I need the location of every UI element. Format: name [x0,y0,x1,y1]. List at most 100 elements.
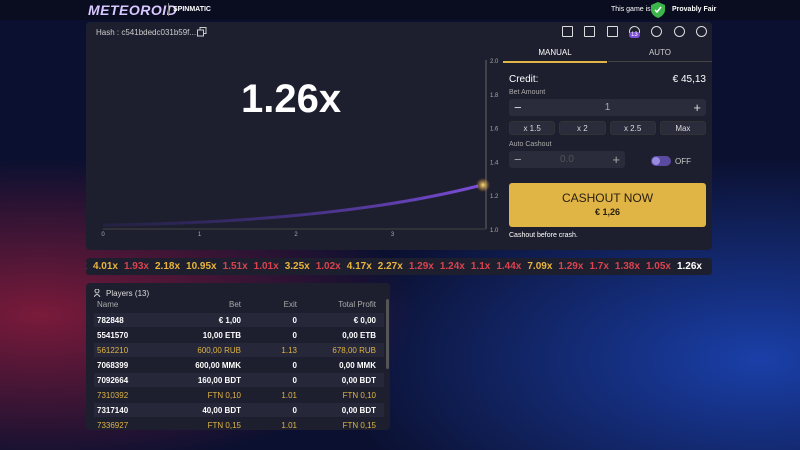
history-item: 7.09x [527,261,553,272]
bet-label: Bet Amount [509,89,546,96]
players-badge: 13 [629,32,640,38]
column-header: Name [97,299,119,309]
auto-label: Auto Cashout [509,141,552,148]
player-row: 5612210 600,00 RUB 1.13 678,00 RUB [94,343,384,357]
player-cell: 0 [292,405,297,415]
quick-button[interactable]: Max [659,121,706,135]
history-item: 1.26x [676,261,702,272]
player-cell: 40,00 BDT [202,405,241,415]
player-cell: 0 [292,375,297,385]
fair-label[interactable]: Provably Fair [672,6,717,13]
player-cell: 7092664 [97,375,129,385]
credit-value: € 45,13 [672,74,706,85]
players-icon [94,289,101,297]
history-item: 2.27x [377,261,403,272]
history-item: 1.51x [222,261,248,272]
cashout-button[interactable]: CASHOUT NOW € 1,26 [509,183,706,227]
bet-value: 1 [604,102,611,113]
sound-icon[interactable] [584,26,596,37]
brand: SPINMATIC [173,6,211,13]
player-cell: 7068399 [97,360,129,370]
history-item: 1.01x [253,261,279,272]
quick-button[interactable]: x 2 [559,121,606,135]
tab[interactable]: AUTO [608,48,712,62]
player-cell: € 0,00 [353,315,376,325]
player-cell: 7310392 [97,390,129,400]
player-cell: FTN 0,10 [342,390,376,400]
player-cell: 600,00 MMK [195,360,241,370]
copy-icon[interactable] [197,27,207,37]
y-tick-label: 1.4 [490,160,499,166]
toggle[interactable] [651,156,671,166]
minus[interactable]: − [514,100,522,115]
bet-panel: MANUAL AUTO Credit: € 45,13 Bet Amount 1 … [503,22,712,250]
players-title: Players (13) [106,289,150,298]
player-cell: 7336927 [97,420,129,430]
history-item: 1.24x [439,261,465,272]
player-cell: 0,00 ETB [342,330,376,340]
player-cell: FTN 0,15 [342,420,376,430]
cashout-amount: € 1,26 [594,207,621,217]
minus[interactable]: − [514,152,522,167]
player-cell: 1.13 [281,345,297,355]
history-item: 1.29x [408,261,434,272]
player-cell: FTN 0,10 [207,390,241,400]
toolbar [562,26,707,40]
history-item: 1.7x [589,261,609,272]
player-row: 5541570 10,00 ETB 0 0,00 ETB [94,328,384,342]
scrollbar[interactable] [386,299,389,369]
player-row: 7336927 FTN 0,15 1.01 FTN 0,15 [94,418,384,430]
plus[interactable]: + [693,100,701,115]
history-item: 2.18x [155,261,181,272]
y-tick-label: 1.2 [490,194,499,200]
history-item: 1.05x [645,261,671,272]
player-cell: 782848 [97,315,124,325]
player-row: 7310392 FTN 0,10 1.01 FTN 0,10 [94,388,384,402]
fair-text: This game is [611,6,651,13]
player-row: 7092664 160,00 BDT 0 0,00 BDT [94,373,384,387]
history-item: 1.44x [496,261,522,272]
plus[interactable]: + [612,152,620,167]
history-item: 1.02x [315,261,341,272]
history-icon[interactable] [651,26,663,37]
y-tick-label: 1.6 [490,127,499,133]
player-cell: 5612210 [97,345,129,355]
auto-input[interactable]: 0.0 − + [509,151,625,168]
player-cell: 0 [292,360,297,370]
fullscreen-icon[interactable] [606,26,618,37]
player-cell: 0,00 MMK [339,360,376,370]
player-cell: € 1,00 [218,315,241,325]
quick-button[interactable]: x 2.5 [609,121,656,135]
player-cell: 0 [292,315,297,325]
info-icon[interactable] [695,26,707,37]
home-icon[interactable] [562,26,573,37]
tab[interactable]: MANUAL [503,48,607,63]
x-tick-label: 0 [101,232,105,238]
column-header: Total Profit [338,299,376,309]
player-cell: 160,00 BDT [197,375,241,385]
player-cell: 600,00 RUB [197,345,241,355]
hash: Hash : c541bdedc031b59f... [96,28,197,37]
rocket [476,178,490,192]
history: 1.01x1.8x4.01x1.93x2.18x10.95x1.51x1.01x… [86,258,712,275]
player-row: 782848 € 1,00 0 € 0,00 [94,313,384,327]
y-tick-label: 2.0 [490,59,499,65]
x-tick-label: 2 [294,232,298,238]
x-tick-label: 1 [198,232,202,238]
column-header: Bet [228,299,241,309]
history-item: 10.95x [186,261,217,272]
help-icon[interactable] [673,26,685,37]
history-item: 1.8x [86,261,87,272]
bet-input[interactable]: 1 − + [509,99,706,116]
game-panel: Hash : c541bdedc031b59f... 1.26x 2.0 1.8 1… [86,22,712,250]
toggle-label: OFF [675,157,691,166]
players-panel: Players (13) Name Bet Exit Total Profit 7828… [86,283,390,430]
history-item: 1.93x [123,261,149,272]
curve [102,184,479,227]
history-item: 4.01x [92,261,118,272]
player-cell: 5541570 [97,330,129,340]
auto-value: 0.0 [560,154,574,165]
quick-button[interactable]: x 1.5 [509,121,556,135]
y-tick-label: 1.8 [490,93,499,99]
